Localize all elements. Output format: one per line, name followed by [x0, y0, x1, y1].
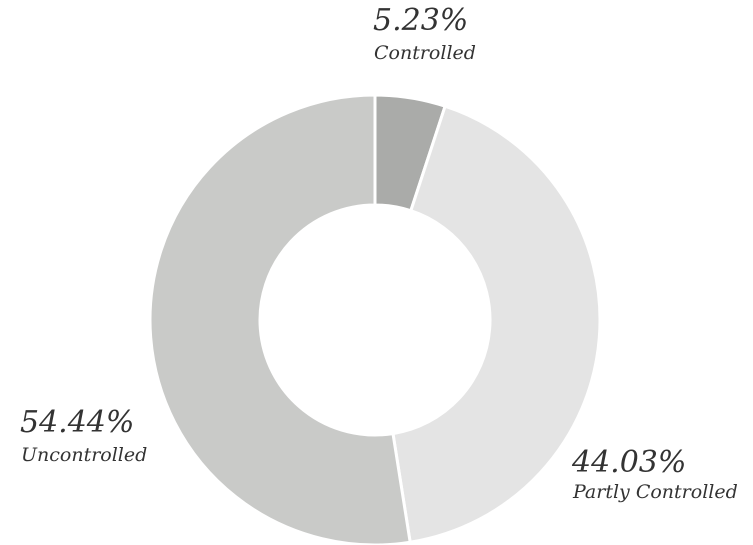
- category-label: Partly Controlled: [572, 481, 738, 503]
- category-label: Controlled: [374, 42, 476, 64]
- category-label: Uncontrolled: [21, 444, 147, 466]
- value-label: 44.03%: [571, 445, 686, 480]
- donut-slice: [391, 104, 602, 544]
- value-label: 5.23%: [373, 3, 468, 38]
- value-label: 54.44%: [20, 405, 134, 440]
- donut-slice: [148, 93, 412, 545]
